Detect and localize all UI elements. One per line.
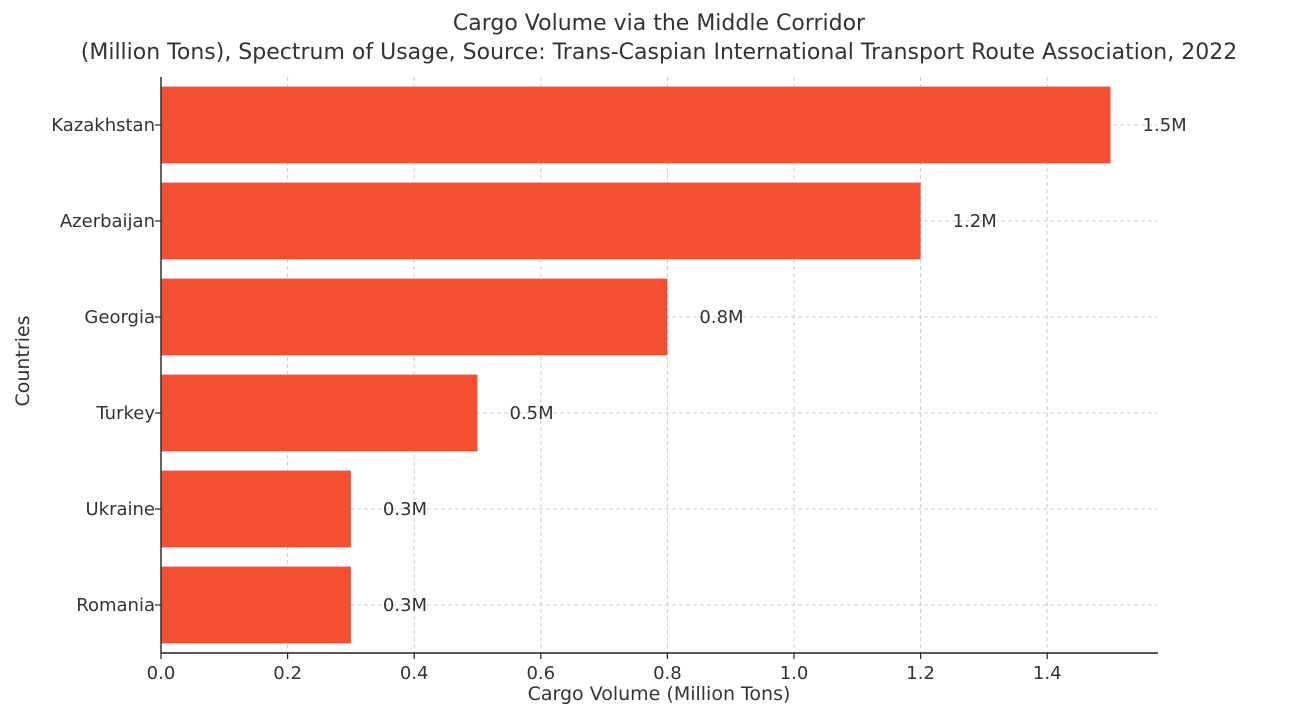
x-tick-label: 0.6 bbox=[526, 663, 555, 684]
bar-turkey bbox=[161, 374, 478, 452]
x-tick-label: 0.2 bbox=[273, 663, 302, 684]
data-label: 0.3M bbox=[383, 595, 427, 616]
chart-title-line-2: (Million Tons), Spectrum of Usage, Sourc… bbox=[81, 40, 1237, 65]
data-label: 0.3M bbox=[383, 499, 427, 520]
bar-azerbaijan bbox=[161, 182, 921, 260]
y-tick-label: Romania bbox=[76, 595, 155, 616]
y-tick-label: Azerbaijan bbox=[60, 211, 155, 232]
data-label: 1.5M bbox=[1143, 115, 1187, 136]
x-tick-label: 1.4 bbox=[1033, 663, 1062, 684]
x-axis-label: Cargo Volume (Million Tons) bbox=[528, 683, 791, 705]
x-tick-label: 0.0 bbox=[147, 663, 176, 684]
x-tick-label: 1.0 bbox=[780, 663, 809, 684]
y-tick-label: Georgia bbox=[84, 307, 155, 328]
data-label: 1.2M bbox=[953, 211, 997, 232]
data-label: 0.5M bbox=[510, 403, 554, 424]
x-tick-label: 1.2 bbox=[906, 663, 935, 684]
bar-romania bbox=[161, 566, 351, 644]
axis-layer bbox=[160, 77, 1158, 654]
chart-title-line-1: Cargo Volume via the Middle Corridor bbox=[453, 11, 866, 36]
bar-ukraine bbox=[161, 470, 351, 548]
y-tick-label: Kazakhstan bbox=[51, 115, 155, 136]
data-label: 0.8M bbox=[699, 307, 743, 328]
bar-georgia bbox=[161, 278, 668, 356]
y-axis-label: Countries bbox=[12, 315, 34, 406]
x-tick-label: 0.4 bbox=[400, 663, 429, 684]
tick-layer: 0.0 0.2 0.4 0.6 0.8 1.0 1.2 1.4 Kazakhstan Azerba… bbox=[51, 115, 1061, 684]
y-tick-label: Turkey bbox=[95, 403, 155, 424]
bar-layer bbox=[161, 86, 1111, 644]
bar-kazakhstan bbox=[161, 86, 1111, 164]
data-label-layer: 1.5M 1.2M 0.8M 0.5M 0.3M 0.3M bbox=[383, 115, 1187, 616]
y-tick-label: Ukraine bbox=[85, 499, 155, 520]
x-tick-label: 0.8 bbox=[653, 663, 682, 684]
